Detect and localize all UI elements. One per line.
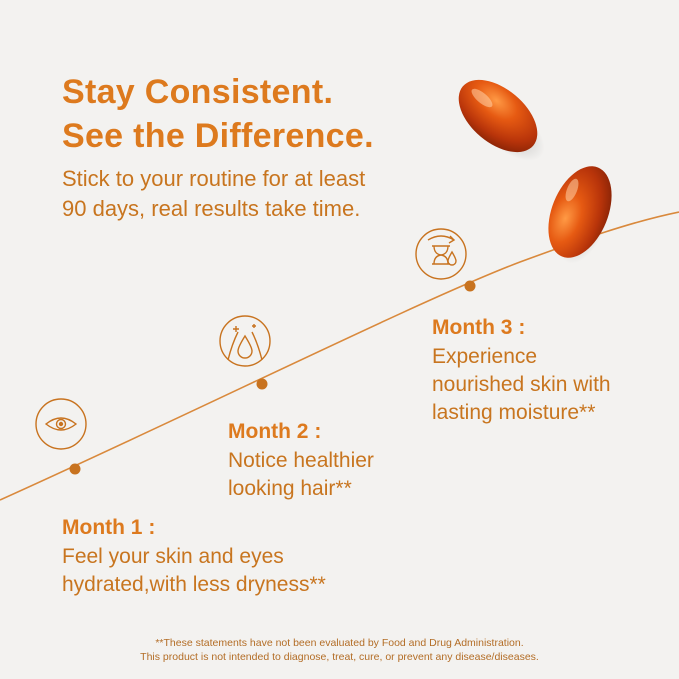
month-2-desc-line-2: looking hair** [228, 477, 352, 500]
subtext: Stick to your routine for at least 90 da… [62, 164, 365, 224]
headline: Stay Consistent. See the Difference. [62, 70, 374, 158]
month-3-description: Experience nourished skin with lasting m… [432, 343, 611, 427]
month-1-description: Feel your skin and eyes hydrated,with le… [62, 543, 326, 599]
disclaimer: **These statements have not been evaluat… [0, 636, 679, 664]
month-3-desc-line-3: lasting moisture** [432, 401, 596, 424]
subtext-line-1: Stick to your routine for at least [62, 166, 366, 191]
hair-drop-icon [219, 315, 271, 367]
timeline-dot-month-1 [69, 463, 81, 475]
capsule-bottom [548, 166, 612, 264]
month-1-desc-line-1: Feel your skin and eyes [62, 545, 284, 568]
capsule-top [458, 79, 545, 161]
subtext-line-2: 90 days, real results take time. [62, 196, 361, 221]
month-3-desc-line-1: Experience [432, 345, 538, 368]
month-1-title: Month 1 : [62, 516, 156, 539]
timeline-dot-month-3 [464, 280, 476, 292]
headline-line-1: Stay Consistent. [62, 73, 334, 111]
month-2-desc-line-1: Notice healthier [228, 449, 374, 472]
month-1-desc-line-2: hydrated,with less dryness** [62, 573, 326, 596]
month-3-desc-line-2: nourished skin with [432, 373, 611, 396]
timeline-dot-month-2 [256, 378, 268, 390]
disclaimer-line-2: This product is not intended to diagnose… [140, 651, 539, 663]
disclaimer-line-1: **These statements have not been evaluat… [155, 637, 524, 649]
month-2-title: Month 2 : [228, 420, 322, 443]
timeline-line [0, 211, 679, 501]
eye-icon [35, 398, 87, 450]
month-3-title: Month 3 : [432, 316, 526, 339]
month-2-description: Notice healthier looking hair** [228, 447, 374, 503]
hourglass-drop-icon [415, 228, 467, 280]
headline-line-2: See the Difference. [62, 117, 374, 155]
